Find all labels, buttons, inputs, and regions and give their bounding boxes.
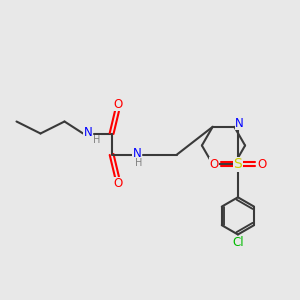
Text: N: N [133, 147, 142, 161]
Text: O: O [209, 158, 218, 171]
Text: S: S [233, 157, 242, 171]
Text: H: H [135, 158, 142, 169]
Text: N: N [83, 126, 92, 140]
Text: O: O [113, 98, 122, 111]
Text: N: N [235, 117, 244, 130]
Text: Cl: Cl [232, 236, 244, 249]
Text: O: O [113, 177, 122, 190]
Text: H: H [93, 135, 100, 145]
Text: O: O [257, 158, 266, 171]
